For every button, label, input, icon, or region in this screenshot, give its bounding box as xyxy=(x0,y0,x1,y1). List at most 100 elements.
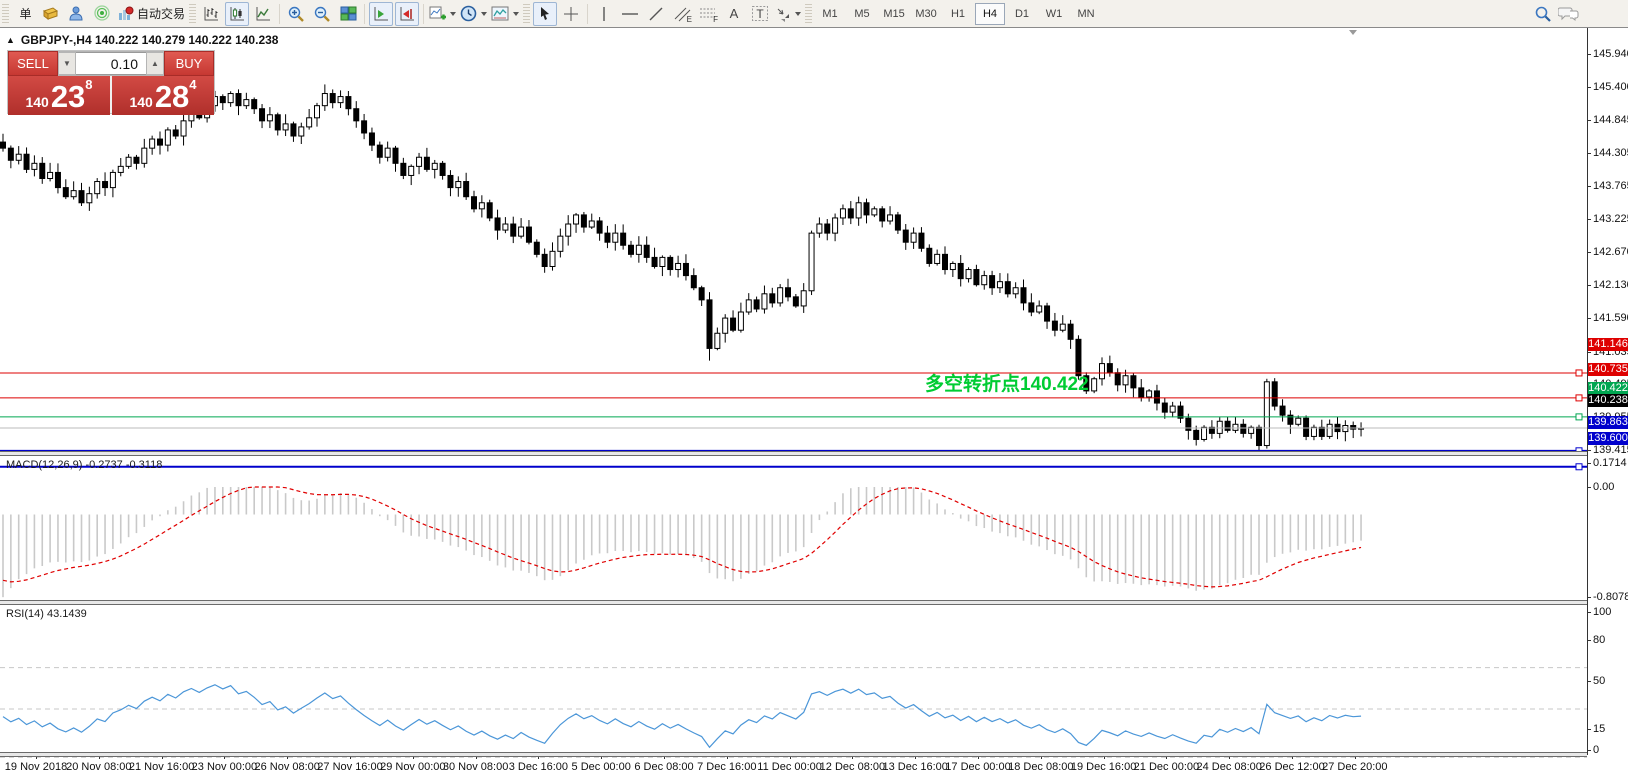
chart-shift-arrow-icon xyxy=(400,6,415,20)
price-tick-mark xyxy=(1587,153,1591,155)
chart-shift-icon[interactable] xyxy=(395,1,420,26)
horizontal-line-tool-icon[interactable] xyxy=(618,2,642,26)
trendline-icon xyxy=(649,7,663,20)
chart-shift-marker-icon[interactable] xyxy=(1349,30,1357,35)
radio-waves-icon xyxy=(94,5,110,21)
time-tick-label: 19 Nov 2018 xyxy=(4,761,68,773)
rsi-tick-mark xyxy=(1587,639,1591,641)
line-chart-type-icon[interactable] xyxy=(251,2,275,26)
tab-timeframe-D1[interactable]: D1 xyxy=(1014,7,1030,20)
search-icon[interactable] xyxy=(1531,2,1555,26)
rsi-panel-separator[interactable] xyxy=(0,600,1587,605)
arrows-tool-button[interactable] xyxy=(774,2,802,26)
volume-input[interactable]: 0.10 xyxy=(76,52,146,75)
tab-timeframe-MN[interactable]: MN xyxy=(1077,7,1095,20)
person-icon xyxy=(68,6,83,21)
tile-windows-icon[interactable] xyxy=(336,2,360,26)
toolbar-grip[interactable] xyxy=(2,3,9,24)
volume-up-button[interactable]: ▲ xyxy=(146,52,164,75)
macd-panel-separator[interactable] xyxy=(0,451,1587,456)
macd-scale-label: 0.00 xyxy=(1593,480,1615,493)
indicators-button[interactable] xyxy=(428,2,457,26)
text-label-tool-icon[interactable]: T xyxy=(748,2,772,26)
price-tick-label: 145.940 xyxy=(1593,48,1628,60)
community-icon[interactable] xyxy=(64,2,88,26)
hline-price-box[interactable]: 139.863 xyxy=(1588,416,1628,430)
volume-down-button[interactable]: ▼ xyxy=(58,52,76,75)
auto-scroll-icon[interactable] xyxy=(369,1,394,26)
templates-button[interactable] xyxy=(490,2,520,26)
signals-icon[interactable] xyxy=(90,2,114,26)
toolbar-grip[interactable] xyxy=(189,3,197,24)
price-tick-label: 145.400 xyxy=(1593,80,1628,93)
time-tick-label: 26 Dec 12:00 xyxy=(1259,761,1325,773)
new-order-button[interactable]: 单 xyxy=(12,2,36,26)
chart-svg xyxy=(0,84,1587,758)
zoom-in-icon[interactable] xyxy=(284,2,308,26)
buy-label: BUY xyxy=(175,56,203,71)
sell-price-button[interactable]: 140 23 8 xyxy=(8,76,110,115)
trendline-tool-icon[interactable] xyxy=(644,2,668,26)
time-tick-mark xyxy=(1166,755,1168,759)
rsi-tick-mark xyxy=(1587,750,1591,751)
label-box-icon xyxy=(752,6,769,21)
toolbar-grip[interactable] xyxy=(805,3,813,24)
macd-scale-label: -0.8078 xyxy=(1593,591,1628,603)
magnifier-icon xyxy=(1535,6,1551,22)
time-tick-label: 27 Dec 20:00 xyxy=(1322,761,1388,773)
time-tick-mark xyxy=(852,755,854,759)
zoom-out-icon[interactable] xyxy=(310,2,334,26)
sell-button[interactable]: SELL xyxy=(8,51,58,76)
rsi-tick-mark xyxy=(1587,612,1591,613)
time-tick-label: 23 Nov 00:00 xyxy=(191,761,258,773)
rsi-tick-mark xyxy=(1587,681,1591,682)
time-tick-mark xyxy=(1292,755,1293,759)
vertical-line-icon xyxy=(603,6,605,21)
text-icon: A xyxy=(729,6,739,21)
hline-price-box[interactable]: 140.735 xyxy=(1588,363,1628,377)
tab-timeframe-H4[interactable]: H4 xyxy=(975,2,1006,25)
tab-timeframe-M15[interactable]: M15 xyxy=(883,7,905,20)
sell-label: SELL xyxy=(17,56,49,71)
channel-tool-icon[interactable]: E xyxy=(670,2,694,26)
candlestick-chart-type-icon[interactable] xyxy=(225,1,250,26)
chart-canvas[interactable] xyxy=(0,28,1628,777)
text-tool-icon[interactable]: A xyxy=(722,2,746,26)
rsi-scale-label: 0 xyxy=(1593,744,1600,756)
tab-timeframe-M1[interactable]: M1 xyxy=(822,7,838,20)
crosshair-tool-icon[interactable] xyxy=(559,2,583,26)
time-tick-mark xyxy=(1354,755,1356,759)
time-tick-mark xyxy=(475,755,477,759)
mql5-market-icon[interactable] xyxy=(38,2,62,26)
time-tick-mark xyxy=(664,755,665,759)
time-tick-mark xyxy=(601,755,603,759)
time-tick-mark xyxy=(538,755,540,759)
tab-timeframe-M30[interactable]: M30 xyxy=(915,7,937,20)
time-tick-label: 17 Dec 00:00 xyxy=(945,761,1011,773)
toolbar-grip[interactable] xyxy=(523,3,531,24)
hline-price-box[interactable]: 141.146 xyxy=(1588,338,1628,352)
cursor-tool-icon[interactable] xyxy=(533,1,558,26)
price-tick-label: 139.415 xyxy=(1593,444,1628,456)
buy-price-button[interactable]: 140 28 4 xyxy=(112,76,214,115)
vertical-line-tool-icon[interactable] xyxy=(592,2,616,26)
turning-point-annotation[interactable]: 多空转折点140.422 xyxy=(925,374,1089,395)
time-tick-mark xyxy=(789,755,791,759)
bar-chart-type-icon[interactable] xyxy=(199,2,223,26)
fibonacci-tool-icon[interactable]: F xyxy=(696,2,720,26)
sell-price-big: 23 xyxy=(50,79,86,114)
hline-price-box[interactable]: 140.422 xyxy=(1588,382,1628,396)
tab-timeframe-M5[interactable]: M5 xyxy=(854,7,870,20)
tab-timeframe-H1[interactable]: H1 xyxy=(950,7,966,20)
buy-button[interactable]: BUY xyxy=(164,51,214,76)
time-tick-label: 3 Dec 16:00 xyxy=(508,761,569,773)
hline-price-box[interactable]: 139.600 xyxy=(1588,432,1628,446)
time-tick-mark xyxy=(1229,755,1231,759)
timeframe-group: M1 M5 M15 M30 H1 H4 D1 W1 MN xyxy=(814,2,1102,25)
chat-icon[interactable] xyxy=(1557,2,1581,26)
autotrading-button[interactable]: 自动交易 xyxy=(116,2,186,26)
periods-button[interactable] xyxy=(459,2,488,26)
collapse-panel-icon[interactable]: ▲ xyxy=(6,35,15,45)
tab-timeframe-W1[interactable]: W1 xyxy=(1045,7,1063,20)
